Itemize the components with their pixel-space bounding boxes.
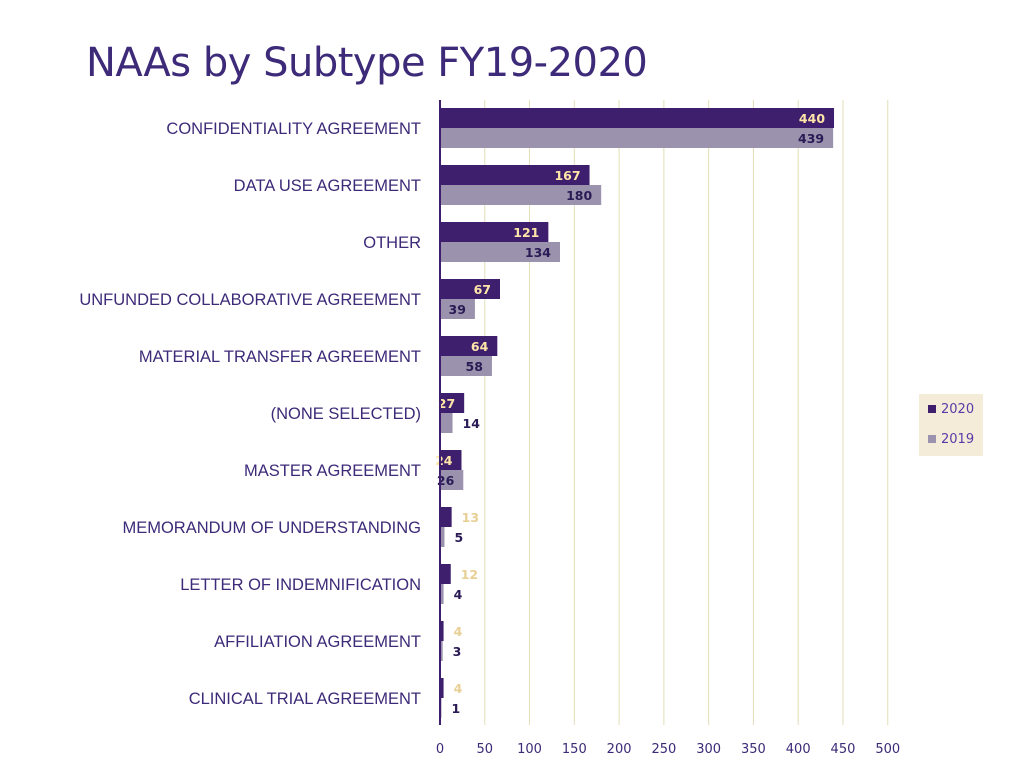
data-label-2019: 4 [454, 587, 463, 602]
bar-2020 [440, 564, 451, 584]
data-label-2019: 5 [454, 530, 463, 545]
legend-item-2020: 2020 [928, 401, 974, 417]
data-label-2020: 12 [461, 567, 478, 582]
legend-item-2019: 2019 [928, 431, 974, 447]
data-label-2020: 64 [471, 339, 489, 354]
bar-2020 [440, 279, 500, 299]
x-tick-label-400: 400 [786, 742, 811, 757]
bar-2019 [440, 185, 602, 205]
data-label-2020: 4 [454, 681, 463, 696]
data-label-2019: 58 [466, 359, 483, 374]
bar-2019 [440, 242, 560, 262]
data-label-2020: 121 [513, 225, 539, 240]
bar-2019 [440, 527, 445, 547]
category-label: OTHER [363, 234, 421, 252]
bar-2020 [440, 336, 498, 356]
x-tick-label-250: 250 [651, 742, 676, 757]
data-label-2019: 3 [453, 644, 462, 659]
bar-2019 [440, 584, 444, 604]
bar-2020 [440, 450, 462, 470]
data-label-2019: 1 [452, 701, 461, 716]
data-label-2019: 14 [463, 416, 481, 431]
x-tick-label-100: 100 [517, 742, 542, 757]
legend-swatch-2020 [928, 405, 936, 413]
x-tick-label-200: 200 [607, 742, 632, 757]
legend-label-2020: 2020 [941, 401, 975, 417]
bar-2019 [440, 128, 834, 148]
chart-legend: 2020 2019 [919, 394, 983, 456]
category-label: MEMORANDUM OF UNDERSTANDING [122, 519, 421, 537]
category-label: (NONE SELECTED) [271, 405, 421, 423]
page-title: NAAs by Subtype FY19-2020 [86, 40, 648, 86]
category-label: DATA USE AGREEMENT [234, 177, 421, 195]
category-label: MATERIAL TRANSFER AGREEMENT [139, 348, 421, 366]
bar-2020 [440, 222, 549, 242]
legend-swatch-2019 [928, 435, 936, 443]
bar-2020 [440, 507, 452, 527]
category-label: UNFUNDED COLLABORATIVE AGREEMENT [79, 291, 421, 309]
category-label: LETTER OF INDEMNIFICATION [180, 576, 421, 594]
x-tick-label-500: 500 [875, 742, 900, 757]
x-tick-label-0: 0 [436, 742, 444, 757]
x-tick-label-450: 450 [831, 742, 856, 757]
bar-2020 [440, 165, 590, 185]
data-label-2019: 39 [449, 302, 466, 317]
category-label: CLINICAL TRIAL AGREEMENT [189, 690, 421, 708]
bars [440, 108, 835, 718]
bar-2019 [440, 356, 492, 376]
bar-2019 [440, 641, 443, 661]
data-label-2020: 67 [474, 282, 491, 297]
x-tick-labels: 0 50 100 150 200 250 300 350 400 450 500 [436, 742, 900, 757]
bar-2020 [440, 678, 444, 698]
data-labels: 4404391671801211346739645827142426135124… [435, 111, 825, 716]
category-label: CONFIDENTIALITY AGREEMENT [166, 120, 421, 138]
bar-2019 [440, 470, 464, 490]
data-label-2019: 180 [566, 188, 592, 203]
bar-2020 [440, 108, 835, 128]
bar-2020 [440, 393, 465, 413]
x-tick-label-50: 50 [477, 742, 494, 757]
data-label-2019: 26 [437, 473, 455, 488]
bar-2020 [440, 621, 444, 641]
category-label: AFFILIATION AGREEMENT [214, 633, 421, 651]
data-label-2019: 134 [525, 245, 551, 260]
legend-label-2019: 2019 [941, 431, 975, 447]
category-label: MASTER AGREEMENT [244, 462, 421, 480]
x-tick-label-150: 150 [562, 742, 587, 757]
bar-2019 [440, 413, 453, 433]
data-label-2020: 13 [462, 510, 479, 525]
data-label-2019: 439 [798, 131, 824, 146]
data-label-2020: 440 [799, 111, 825, 126]
category-labels: CONFIDENTIALITY AGREEMENT DATA USE AGREEM… [79, 120, 421, 708]
data-label-2020: 27 [438, 396, 455, 411]
data-label-2020: 4 [454, 624, 463, 639]
data-label-2020: 24 [435, 453, 453, 468]
x-tick-label-350: 350 [741, 742, 766, 757]
x-tick-label-300: 300 [696, 742, 721, 757]
data-label-2020: 167 [554, 168, 580, 183]
bar-2019 [440, 299, 475, 319]
